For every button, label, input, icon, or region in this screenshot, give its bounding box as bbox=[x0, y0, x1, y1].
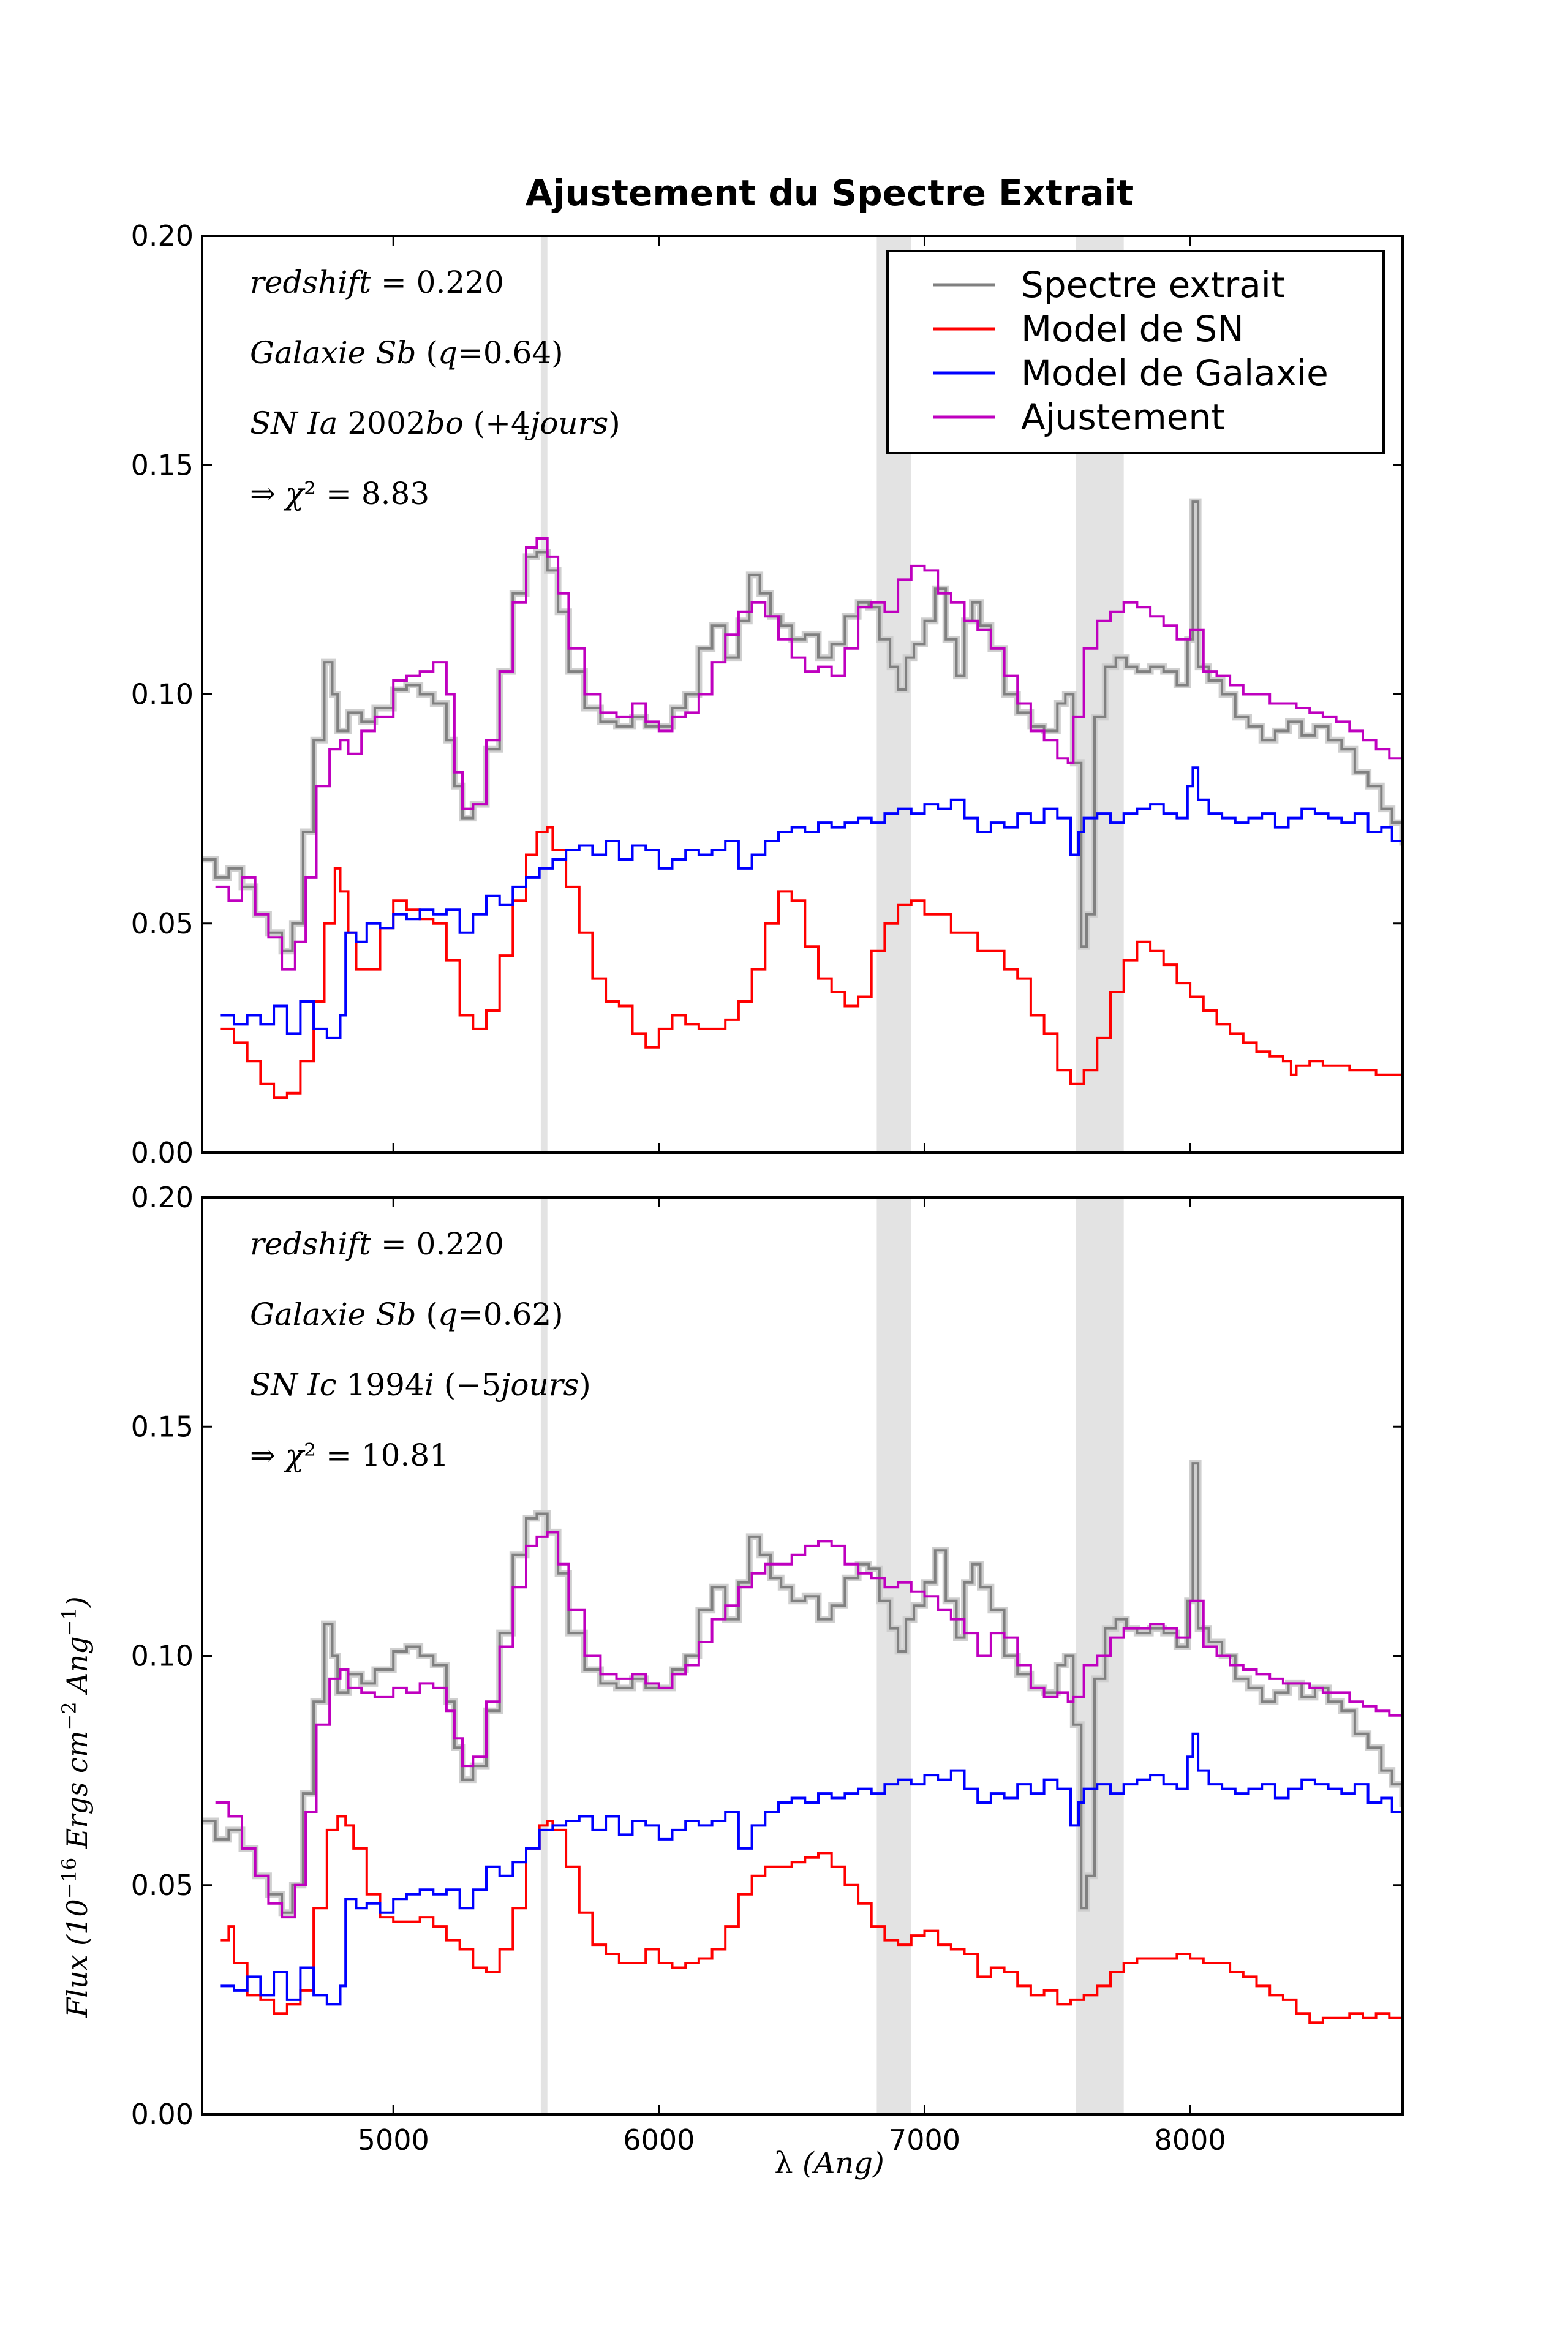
y-label-part: Ang bbox=[61, 1636, 94, 1702]
annotation-part: χ bbox=[284, 1438, 306, 1473]
annotation-part: redshift bbox=[250, 265, 372, 300]
annotation-part: jours bbox=[524, 405, 608, 441]
annotation-part: bo bbox=[426, 405, 464, 441]
annotation-part: i bbox=[424, 1367, 434, 1403]
annotation-part: (+4 bbox=[464, 405, 530, 441]
y-tick-label: 0.00 bbox=[131, 1136, 194, 1169]
x-tick-label: 8000 bbox=[1155, 2124, 1226, 2157]
series-line-model-de-sn bbox=[221, 826, 1403, 1099]
y-label-part: Ergs cm bbox=[61, 1731, 94, 1858]
y-label-exponent: −1 bbox=[58, 1607, 81, 1636]
annotation-line: Galaxie Sb (q=0.64) bbox=[250, 335, 564, 371]
shaded-band bbox=[540, 1197, 548, 2114]
annotation-part: Galaxie Sb bbox=[250, 1297, 416, 1332]
x-label-symbol: λ bbox=[774, 2146, 793, 2180]
top-panel: 0.00 0.05 0.10 0.15 0.20 redshift = 0.220 Gala… bbox=[131, 219, 1404, 1169]
annotation-part: = 0.220 bbox=[371, 265, 504, 300]
y-tick-label: 0.15 bbox=[131, 1410, 194, 1443]
y-label-exponent: −16 bbox=[58, 1858, 81, 1899]
annotation-part: =0.62) bbox=[458, 1297, 564, 1332]
annotation-part: jours bbox=[495, 1367, 579, 1403]
x-axis-label: λ (Ang) bbox=[774, 2146, 884, 2180]
bottom-panel: 5000 6000 7000 8000 0.00 0.05 0.10 0.15 0.20 reds… bbox=[131, 1181, 1404, 2157]
y-tick-label: 0.05 bbox=[131, 1869, 194, 1902]
annotation-part: q bbox=[438, 335, 458, 371]
annotation-part: 2002 bbox=[337, 405, 425, 441]
annotation-part: =0.64) bbox=[458, 335, 564, 371]
annotation-line: redshift = 0.220 bbox=[250, 265, 504, 300]
series-line-spectre-extrait bbox=[202, 1462, 1403, 1914]
y-tick-label: 0.20 bbox=[131, 1181, 194, 1214]
annotation-part: SN Ic bbox=[250, 1367, 337, 1403]
annotation-part: χ bbox=[284, 476, 306, 511]
series-group bbox=[202, 498, 1403, 1099]
x-label-unit: (Ang) bbox=[793, 2146, 884, 2180]
series-group bbox=[202, 1460, 1403, 2024]
annotation-line: Galaxie Sb (q=0.62) bbox=[250, 1297, 564, 1332]
annotation-part: ⇒ bbox=[250, 1438, 285, 1473]
annotation-part: redshift bbox=[250, 1226, 372, 1262]
figure-title: Ajustement du Spectre Extrait bbox=[526, 172, 1134, 214]
series-line-model-de-sn bbox=[221, 1815, 1403, 2024]
annotation-part: ² = 8.83 bbox=[304, 476, 429, 511]
y-tick-label: 0.10 bbox=[131, 1640, 194, 1673]
series-line-model-de-galaxie bbox=[221, 1732, 1403, 2006]
series-line-model-de-galaxie bbox=[221, 766, 1403, 1039]
annotation-line: ⇒ χ² = 8.83 bbox=[250, 476, 429, 511]
annotation-part: SN Ia bbox=[250, 405, 337, 441]
annotation-line: SN Ic 1994i (−5jours) bbox=[250, 1367, 591, 1403]
annotation-part: ² = 10.81 bbox=[304, 1438, 449, 1473]
annotation-part: ) bbox=[579, 1367, 591, 1403]
y-tick-label: 0.10 bbox=[131, 678, 194, 711]
annotation-line: redshift = 0.220 bbox=[250, 1226, 504, 1262]
y-label-part: Flux (10 bbox=[61, 1899, 94, 2018]
annotation-part: q bbox=[438, 1297, 458, 1332]
y-label-exponent: −2 bbox=[58, 1702, 81, 1730]
shaded-band bbox=[540, 236, 548, 1153]
annotation-part: ⇒ bbox=[250, 476, 285, 511]
annotation-part: = 0.220 bbox=[371, 1226, 504, 1262]
annotation-part: ) bbox=[608, 405, 620, 441]
y-tick-label: 0.00 bbox=[131, 2098, 194, 2131]
annotation-part: ( bbox=[416, 335, 437, 371]
legend-label: Spectre extrait bbox=[1021, 264, 1285, 306]
x-tick-label: 5000 bbox=[358, 2124, 429, 2157]
y-tick-label: 0.15 bbox=[131, 448, 194, 481]
annotation-part: Galaxie Sb bbox=[250, 335, 416, 371]
shaded-band bbox=[876, 1197, 911, 2114]
x-tick-label: 6000 bbox=[623, 2124, 695, 2157]
y-tick-label: 0.20 bbox=[131, 219, 194, 252]
legend-label: Model de SN bbox=[1021, 308, 1244, 350]
series-line-ajustement bbox=[215, 1531, 1403, 1919]
series-line-ajustement bbox=[215, 537, 1403, 971]
annotation-part: 1994 bbox=[337, 1367, 424, 1403]
legend-label: Ajustement bbox=[1021, 396, 1225, 438]
annotation-part: ( bbox=[416, 1297, 437, 1332]
annotation-part: (−5 bbox=[434, 1367, 501, 1403]
y-label-part: ) bbox=[61, 1596, 94, 1608]
y-axis-label: Flux (10−16 Ergs cm−2 Ang−1) bbox=[58, 1596, 94, 2018]
series-line-spectre-extrait bbox=[202, 500, 1403, 952]
annotation-line: ⇒ χ² = 10.81 bbox=[250, 1438, 449, 1473]
y-tick-label: 0.05 bbox=[131, 907, 194, 940]
annotation-line: SN Ia 2002bo (+4jours) bbox=[250, 405, 620, 441]
legend-label: Model de Galaxie bbox=[1021, 352, 1329, 394]
x-tick-label: 7000 bbox=[889, 2124, 960, 2157]
